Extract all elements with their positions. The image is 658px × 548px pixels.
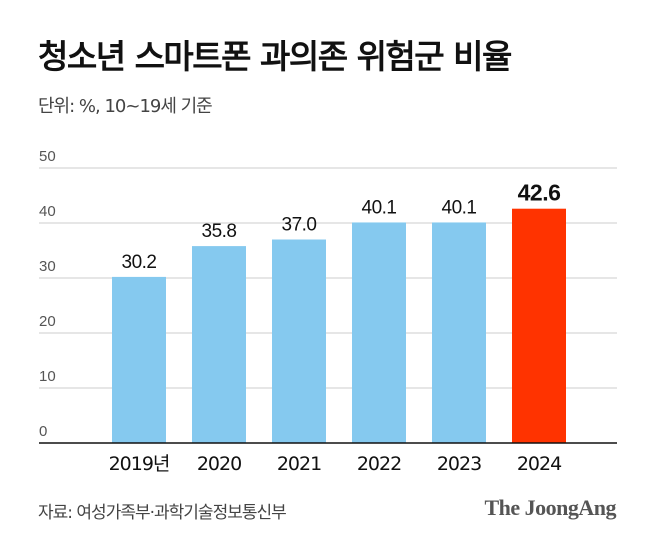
chart-title: 청소년 스마트폰 과의존 위험군 비율 xyxy=(38,37,512,76)
chart-subtitle: 단위: %, 10~19세 기준 xyxy=(38,96,213,117)
y-tick-label: 10 xyxy=(39,368,56,385)
data-label: 40.1 xyxy=(442,197,477,218)
bar xyxy=(352,222,406,443)
data-label: 37.0 xyxy=(282,215,317,236)
data-label: 30.2 xyxy=(122,252,157,273)
publisher-logo: The JoongAng xyxy=(484,495,616,520)
x-tick-label: 2019년 xyxy=(109,453,170,475)
bar xyxy=(272,239,326,443)
data-label: 40.1 xyxy=(362,197,397,218)
y-tick-label: 40 xyxy=(39,203,56,220)
x-tick-label: 2024 xyxy=(517,453,562,475)
x-tick-label: 2023 xyxy=(437,453,481,475)
y-tick-label: 50 xyxy=(39,148,56,165)
x-tick-label: 2020 xyxy=(197,453,241,475)
y-tick-label: 20 xyxy=(39,313,56,330)
bar xyxy=(192,246,246,443)
data-label: 42.6 xyxy=(518,180,561,206)
source-note: 자료: 여성가족부·과학기술정보통신부 xyxy=(38,503,287,523)
bar xyxy=(512,208,566,443)
bar xyxy=(112,276,166,443)
y-tick-label: 0 xyxy=(39,423,47,440)
x-tick-label: 2021 xyxy=(277,453,321,475)
data-label: 35.8 xyxy=(202,221,237,242)
bar xyxy=(432,222,486,443)
x-tick-label: 2022 xyxy=(357,453,401,475)
y-tick-label: 30 xyxy=(39,258,56,275)
